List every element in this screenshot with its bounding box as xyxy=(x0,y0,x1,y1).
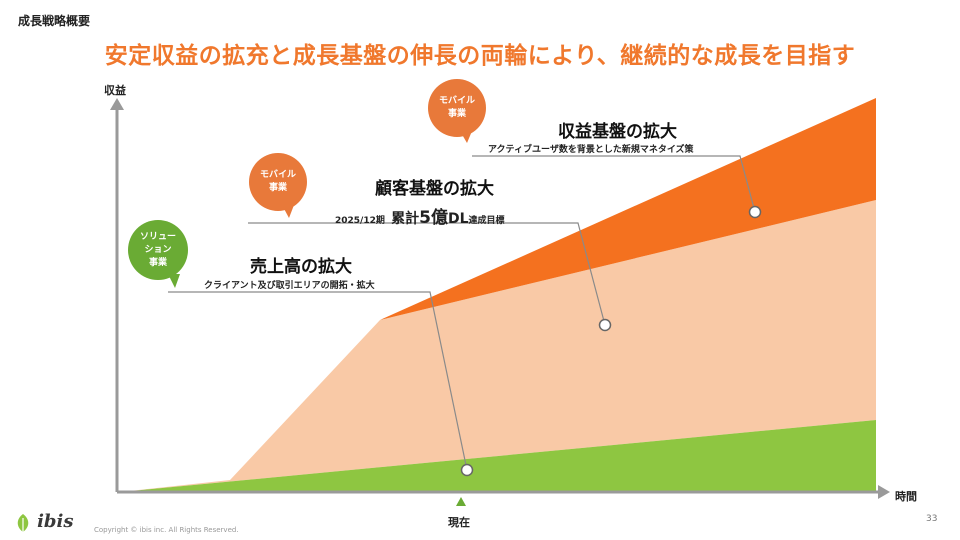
now-marker-icon xyxy=(456,497,466,506)
revenue-sub: アクティブユーザ数を背景とした新規マネタイズ策 xyxy=(488,145,694,155)
leader-line-revenue xyxy=(472,155,756,213)
y-axis-arrow xyxy=(110,98,124,110)
point-revenue xyxy=(748,205,762,219)
bubble-mobile-2-text: モバイル 事業 xyxy=(438,96,475,119)
y-axis-label: 収益 xyxy=(104,84,126,97)
x-axis-label: 時間 xyxy=(895,490,917,503)
green-area-sales xyxy=(120,420,876,492)
bubble-mobile-1 xyxy=(249,153,307,218)
leader-line-customer xyxy=(248,222,606,326)
leaf-icon xyxy=(17,513,29,532)
point-customer xyxy=(598,318,612,332)
customer-dl-target: 2025/12期 累計5億DL達成目標 xyxy=(335,208,505,228)
copyright: Copyright © ibis inc. All Rights Reserve… xyxy=(94,526,239,534)
point-sales xyxy=(460,463,474,477)
bubble-mobile-1-text: モバイル 事業 xyxy=(259,170,296,193)
orange-area-revenue-base xyxy=(380,98,876,320)
sales-sub: クライアント及び取引エリアの開拓・拡大 xyxy=(204,281,375,291)
now-label: 現在 xyxy=(448,516,470,529)
sales-title: 売上高の拡大 xyxy=(250,257,352,277)
peach-area-customer-base xyxy=(120,200,876,492)
bubble-mobile-2 xyxy=(428,79,486,143)
logo: ibis xyxy=(14,511,74,533)
bubble-solution-text: ソリュー ション 事業 xyxy=(139,232,176,268)
revenue-title: 収益基盤の拡大 xyxy=(558,122,677,142)
leader-line-sales xyxy=(168,291,468,471)
section-title: 成長戦略概要 xyxy=(18,14,91,28)
page-number: 33 xyxy=(926,514,938,524)
customer-title: 顧客基盤の拡大 xyxy=(375,179,494,199)
bubble-solution xyxy=(128,220,188,288)
x-axis-arrow xyxy=(878,485,890,499)
page-headline: 安定収益の拡充と成長基盤の伸長の両輪により、継続的な成長を目指す xyxy=(104,43,856,69)
